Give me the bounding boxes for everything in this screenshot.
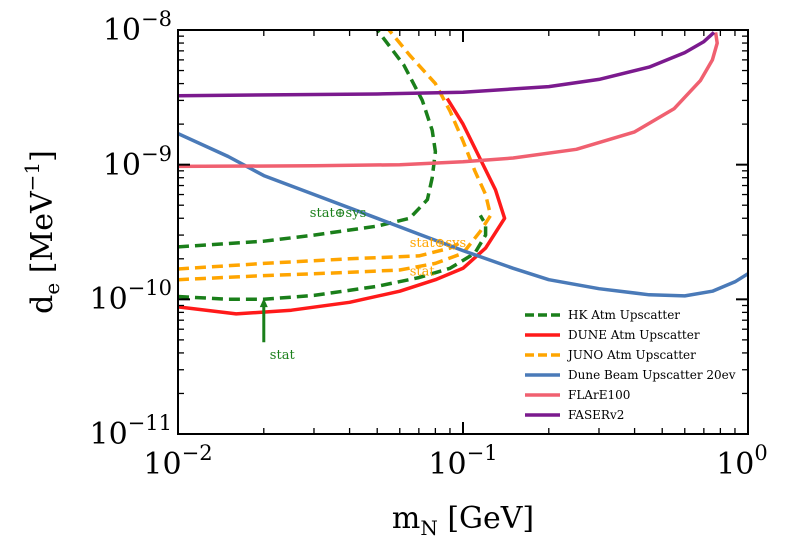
series-line-5-0 [178, 31, 716, 98]
legend-entry-dune-beam: Dune Beam Upscatter 20ev [525, 368, 736, 382]
x-tick-label-1: 10−1 [428, 441, 497, 482]
x-tick-label-2: 100 [716, 441, 768, 482]
series-line-0-1 [178, 30, 438, 249]
legend-entry-dune: DUNE Atm Upscatter [525, 328, 700, 342]
legend-entry-juno: JUNO Atm Upscatter [525, 348, 696, 362]
legend-label-juno: JUNO Atm Upscatter [566, 348, 696, 362]
legend-entry-hk: HK Atm Upscatter [525, 308, 680, 322]
legend-label-faser: FASERv2 [568, 408, 624, 422]
series-line-0-0 [178, 214, 488, 302]
chart-annotations: stat⊕sys stat⊕sys stat stat [259, 206, 466, 363]
annotation-0: stat⊕sys [310, 206, 366, 221]
x-axis-title: mN [GeV] [392, 501, 534, 540]
legend: HK Atm Upscatter DUNE Atm Upscatter JUNO… [525, 308, 736, 422]
legend-label-hk: HK Atm Upscatter [568, 308, 680, 322]
series-line-4-0 [178, 32, 719, 169]
y-axis-title: de [MeV−1] [20, 150, 64, 314]
y-tick-label-3: 10−8 [103, 7, 172, 48]
chart-curves [178, 30, 748, 316]
series-line-3-0 [178, 132, 748, 298]
axis-ticks [177, 29, 749, 435]
annotation-3: stat [270, 348, 296, 363]
stat-arrow-head [259, 298, 268, 308]
y-tick-label-1: 10−10 [89, 276, 172, 317]
x-tick-label-0: 10−2 [143, 441, 212, 482]
y-tick-label-2: 10−9 [103, 142, 172, 183]
legend-label-flare: FLArE100 [568, 388, 630, 402]
legend-label-dune: DUNE Atm Upscatter [568, 328, 700, 342]
y-tick-label-0: 10−11 [89, 411, 172, 452]
legend-entry-faser: FASERv2 [525, 408, 624, 422]
annotation-2: stat [410, 265, 436, 280]
annotation-1: stat⊕sys [410, 236, 466, 251]
legend-entry-flare: FLArE100 [525, 388, 630, 402]
legend-label-dune-beam: Dune Beam Upscatter 20ev [568, 368, 736, 382]
